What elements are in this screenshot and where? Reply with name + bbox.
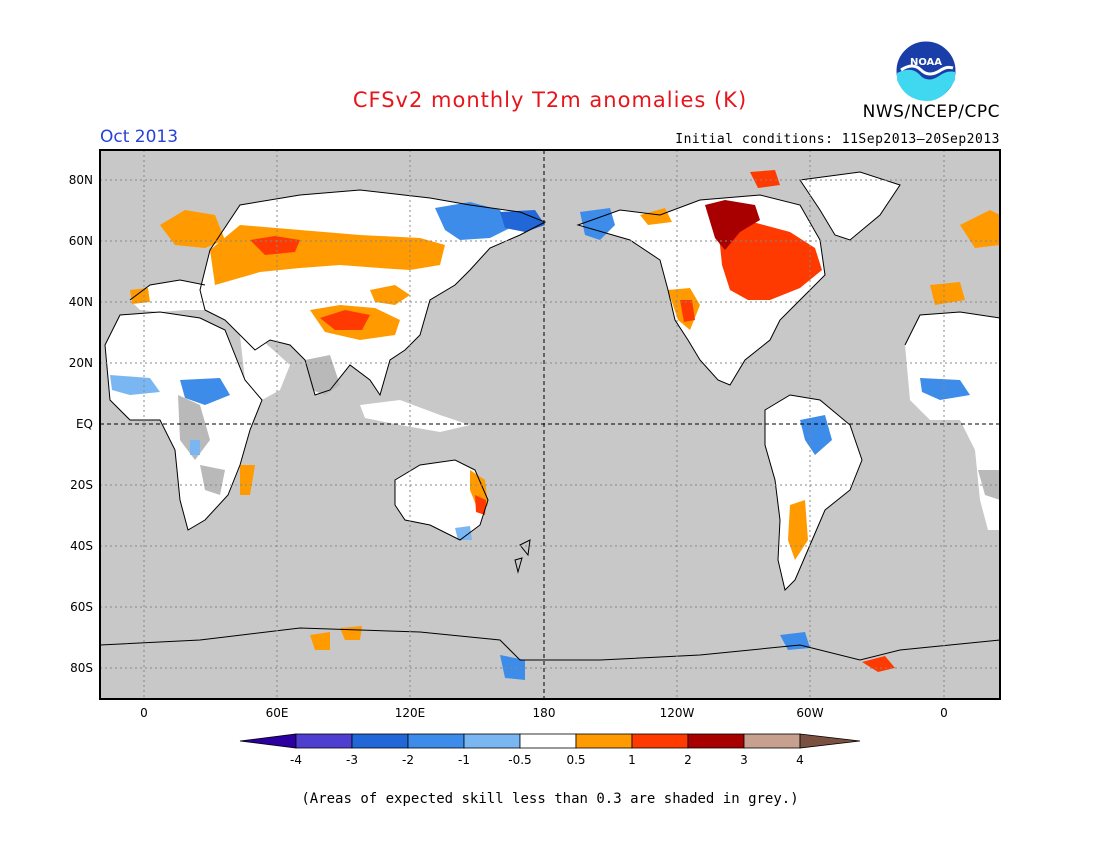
legend-label: -3 bbox=[346, 753, 358, 767]
lon-label: 180 bbox=[533, 706, 556, 720]
legend-label: -0.5 bbox=[508, 753, 531, 767]
legend-label: -1 bbox=[458, 753, 470, 767]
legend-label: 0.5 bbox=[566, 753, 585, 767]
land-grey-patches bbox=[178, 245, 1000, 500]
lon-label: 120W bbox=[660, 706, 695, 720]
initial-conditions: Initial conditions: 11Sep2013–20Sep2013 bbox=[675, 132, 1000, 147]
lat-label: 80S bbox=[70, 661, 93, 675]
forecast-month: Oct 2013 bbox=[100, 127, 179, 147]
legend-label: 4 bbox=[796, 753, 804, 767]
legend-swatch bbox=[743, 733, 801, 749]
warm-anomaly-darkred bbox=[705, 200, 760, 250]
lon-label: 120E bbox=[395, 706, 426, 720]
lat-label: 20S bbox=[70, 478, 93, 492]
grid-lines bbox=[100, 150, 1000, 699]
legend-arrow-low bbox=[239, 733, 297, 749]
legend-swatch bbox=[519, 733, 577, 749]
legend-arrow-high bbox=[799, 733, 861, 749]
map-frame bbox=[99, 149, 1001, 700]
noaa-logo: NOAA bbox=[895, 40, 957, 102]
legend-swatch bbox=[407, 733, 465, 749]
legend-swatch bbox=[295, 733, 353, 749]
lat-label: 20N bbox=[69, 356, 93, 370]
lon-label: 0 bbox=[940, 706, 948, 720]
legend-swatch bbox=[631, 733, 689, 749]
legend-swatch bbox=[687, 733, 745, 749]
warm-anomaly-red bbox=[250, 170, 895, 672]
agency-label: NWS/NCEP/CPC bbox=[862, 102, 1000, 122]
legend-swatch bbox=[351, 733, 409, 749]
legend-label: -2 bbox=[402, 753, 414, 767]
cold-anomaly-blue bbox=[110, 202, 970, 680]
legend-swatch bbox=[575, 733, 633, 749]
color-legend: -4 -3 -2 -1 -0.5 0.5 1 2 3 4 bbox=[239, 733, 861, 767]
map-title: CFSv2 monthly T2m anomalies (K) bbox=[352, 88, 748, 112]
lat-label: 80N bbox=[69, 173, 93, 187]
equator-dateline bbox=[100, 150, 1000, 699]
lat-label: 40N bbox=[69, 295, 93, 309]
legend-swatch bbox=[463, 733, 521, 749]
lat-label: 60N bbox=[69, 234, 93, 248]
lon-labels: 0 60E 120E 180 120W 60W 0 bbox=[140, 706, 948, 720]
noaa-logo-icon: NOAA bbox=[895, 40, 957, 102]
lat-label: 40S bbox=[70, 539, 93, 553]
lon-label: 60W bbox=[796, 706, 823, 720]
legend-label: 1 bbox=[628, 753, 636, 767]
lon-label: 0 bbox=[140, 706, 148, 720]
skill-note: (Areas of expected skill less than 0.3 a… bbox=[301, 791, 799, 807]
legend-label: -4 bbox=[290, 753, 302, 767]
lat-labels: 80N 60N 40N 20N EQ 20S 40S 60S 80S bbox=[69, 173, 93, 675]
lat-label: 60S bbox=[70, 600, 93, 614]
legend-label: 3 bbox=[740, 753, 748, 767]
logo-text: NOAA bbox=[910, 57, 942, 68]
legend-label: 2 bbox=[684, 753, 692, 767]
lat-label: EQ bbox=[76, 417, 93, 431]
lon-label: 60E bbox=[266, 706, 289, 720]
